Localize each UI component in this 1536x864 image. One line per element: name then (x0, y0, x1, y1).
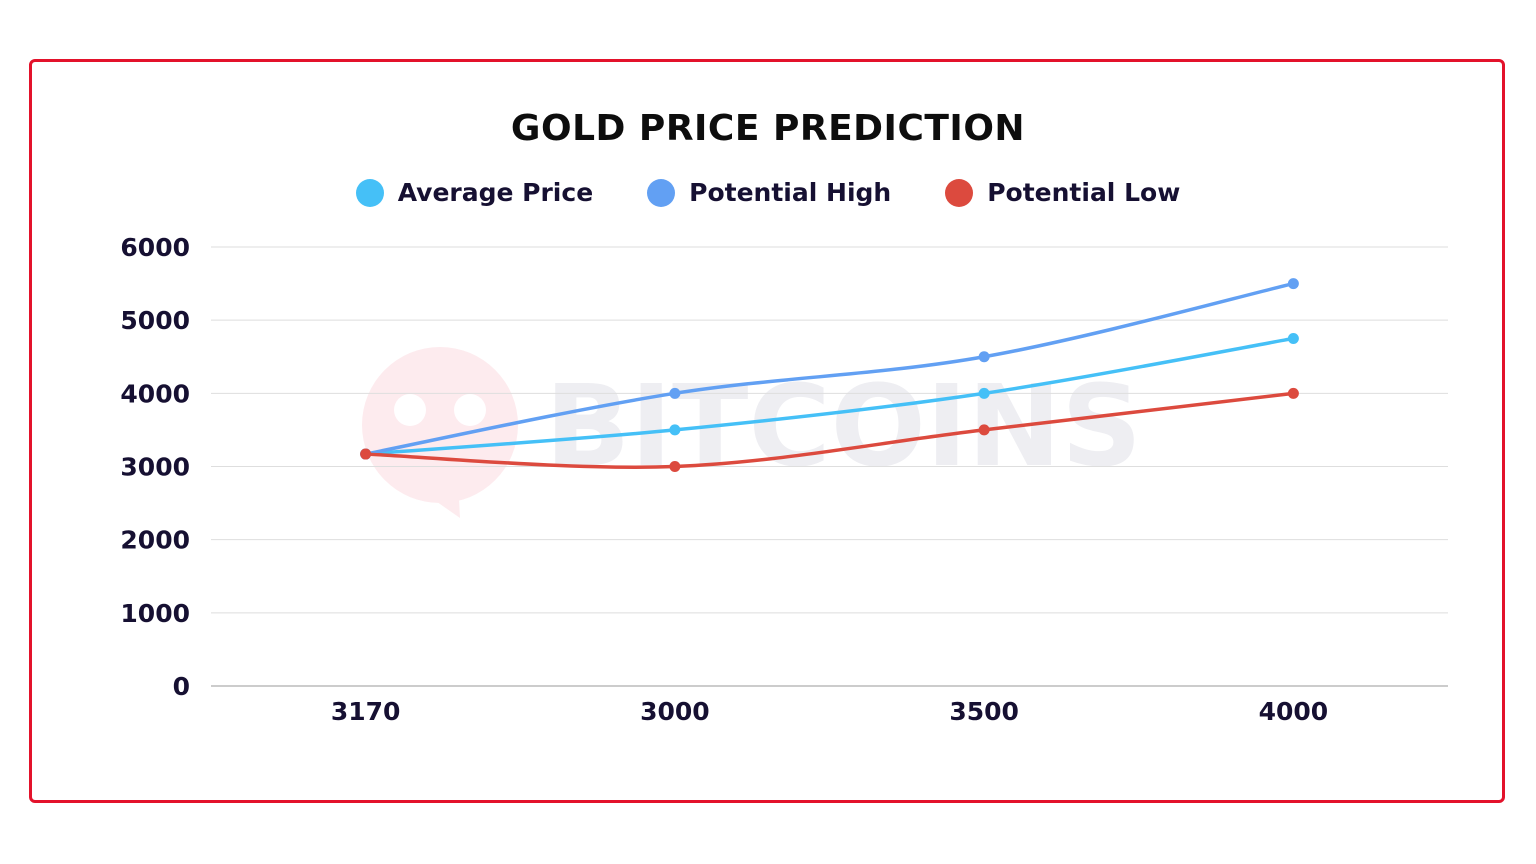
y-tick-label: 0 (173, 672, 190, 701)
legend-label: Average Price (397, 178, 594, 207)
legend-marker (647, 178, 676, 207)
legend-marker (945, 178, 974, 207)
data-point-potential-high (1287, 278, 1299, 290)
legend-item-average-price[interactable]: Average Price (355, 178, 594, 207)
series-line-potential-low (365, 391, 1294, 469)
data-point-average-price (978, 387, 990, 399)
x-tick-label: 4000 (1259, 697, 1329, 726)
series-line-potential-high (365, 281, 1294, 456)
data-point-potential-low (360, 448, 372, 460)
legend-item-potential-high[interactable]: Potential High (647, 178, 891, 207)
chart-frame (29, 59, 1505, 803)
watermark-logo-icon (362, 347, 518, 503)
data-point-average-price (1287, 332, 1299, 344)
watermark-logo-tail (420, 480, 460, 518)
y-tick-label: 5000 (120, 306, 190, 335)
watermark-logo-eye (454, 394, 486, 426)
legend-label: Potential Low (987, 178, 1181, 207)
data-point-average-price (669, 424, 681, 436)
data-point-potential-low (669, 461, 681, 472)
y-tick-label: 6000 (120, 233, 190, 262)
x-tick-label: 3500 (949, 697, 1019, 726)
y-tick-label: 3000 (120, 453, 190, 482)
data-point-potential-high (978, 351, 990, 363)
x-tick-label: 3000 (640, 697, 710, 726)
legend-item-potential-low[interactable]: Potential Low (945, 178, 1180, 207)
y-tick-label: 2000 (120, 526, 190, 555)
y-tick-label: 1000 (120, 599, 190, 628)
series-line-average-price (365, 336, 1294, 456)
legend: Average Price Potential High Potential L… (0, 178, 1536, 207)
legend-marker (355, 178, 384, 207)
data-point-potential-high (669, 387, 681, 399)
data-point-potential-low (1287, 387, 1299, 399)
y-tick-label: 4000 (120, 379, 190, 408)
watermark-logo-eye (394, 394, 426, 426)
chart-title: GOLD PRICE PREDICTION (510, 108, 1026, 149)
watermark: BITCOINS (362, 347, 1142, 518)
legend-label: Potential High (689, 178, 892, 207)
x-tick-label: 3170 (331, 697, 401, 726)
data-point-potential-low (978, 424, 990, 436)
